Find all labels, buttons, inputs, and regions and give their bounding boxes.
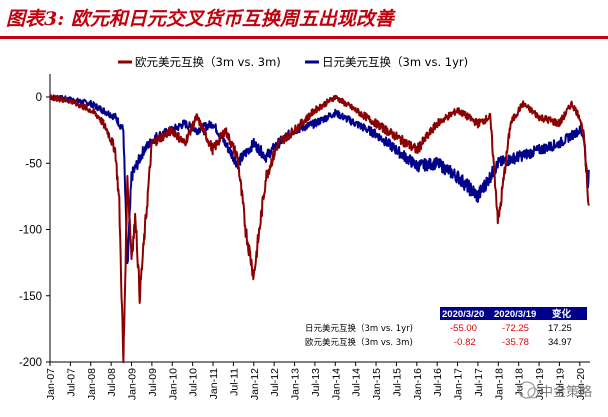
y-tick-label: -50 (25, 158, 42, 170)
x-axis: Jan-07 Jul-07 Jan-08 Jul-08 Jan-09 Jul-09 Jan-… (45, 361, 590, 400)
x-tick-label: Jan-07 (45, 368, 57, 400)
x-tick-label: Jul-12 (269, 368, 281, 397)
x-tick-label: Jul-15 (391, 368, 403, 397)
x-tick-label: Jan-08 (86, 368, 98, 400)
table-header-change: 变化 (552, 308, 572, 320)
series-line-jpy (49, 94, 590, 265)
x-tick-label: Jul-13 (310, 368, 322, 397)
table-header-bg (440, 307, 587, 320)
x-tick-label: Jul-18 (514, 368, 526, 397)
table-row-label: 日元美元互换（3m vs. 1yr) (305, 323, 413, 334)
table-cell-value: -55.00 (450, 323, 477, 334)
x-tick-label: Jul-16 (432, 368, 444, 397)
table-cell-value: -0.82 (454, 337, 476, 348)
series-lines (49, 93, 590, 364)
x-tick-label: Jul-08 (106, 368, 118, 397)
x-tick-label: Jan-20 (575, 368, 587, 400)
x-tick-label: Jan-15 (371, 368, 383, 400)
table-cell-change: 17.25 (548, 323, 572, 334)
x-tick-label: Jan-10 (167, 368, 179, 400)
x-tick-label: Jan-18 (493, 368, 505, 400)
x-tick-label: Jul-14 (351, 368, 363, 397)
table-row-label: 欧元美元互换（3m vs. 3m) (305, 337, 413, 348)
x-tick-label: Jul-19 (554, 368, 566, 397)
watermark-text: 中金策略 (540, 384, 592, 400)
y-tick-label: 0 (36, 92, 42, 104)
title-rule (0, 36, 608, 39)
y-tick-label: -100 (19, 225, 42, 237)
x-tick-label: Jul-10 (188, 368, 200, 397)
y-tick-label: -200 (19, 357, 42, 369)
chart-title: 图表3: 欧元和日元交叉货币互换周五出现改善 (6, 8, 394, 30)
y-tick-label: -150 (19, 291, 42, 303)
table-header-date1: 2020/3/20 (442, 309, 484, 320)
x-tick-label: Jan-11 (208, 368, 220, 399)
x-tick-label: Jan-16 (412, 368, 424, 400)
x-tick-label: Jul-09 (147, 368, 159, 397)
watermark: 中金策略 (518, 381, 592, 400)
wechat-icon (518, 381, 536, 399)
data-table: 2020/3/20 2020/3/19 变化 日元美元互换（3m vs. 1yr… (305, 307, 587, 348)
x-tick-label: Jan-19 (534, 368, 546, 400)
x-tick-label: Jan-09 (127, 368, 139, 400)
x-tick-label: Jan-17 (453, 368, 465, 400)
table-cell-value: -72.25 (502, 323, 529, 334)
table-cell-value: -35.78 (502, 337, 529, 348)
table-cell-change: 34.97 (548, 337, 572, 348)
x-tick-label: Jan-14 (330, 368, 342, 400)
legend: 欧元美元互换（3m vs. 3m) 日元美元互换（3m vs. 1yr) (118, 55, 468, 69)
series-line-eur (49, 93, 590, 364)
x-tick-label: Jan-13 (290, 368, 302, 400)
x-tick-label: Jul-07 (65, 368, 77, 397)
x-tick-label: Jan-12 (249, 368, 261, 400)
legend-label-jpy: 日元美元互换（3m vs. 1yr) (322, 55, 468, 69)
x-tick-label: Jul-17 (473, 368, 485, 397)
chart-area: 0 -50 -100 -150 -200 Jan-07 Jul-07 Jan-08 Jul-0… (19, 55, 592, 400)
x-tick-label: Jul-11 (228, 368, 240, 396)
legend-label-eur: 欧元美元互换（3m vs. 3m) (135, 55, 281, 69)
wechat-icon-inner (527, 387, 539, 399)
table-header-date2: 2020/3/19 (494, 309, 536, 320)
y-axis: 0 -50 -100 -150 -200 (19, 74, 51, 369)
